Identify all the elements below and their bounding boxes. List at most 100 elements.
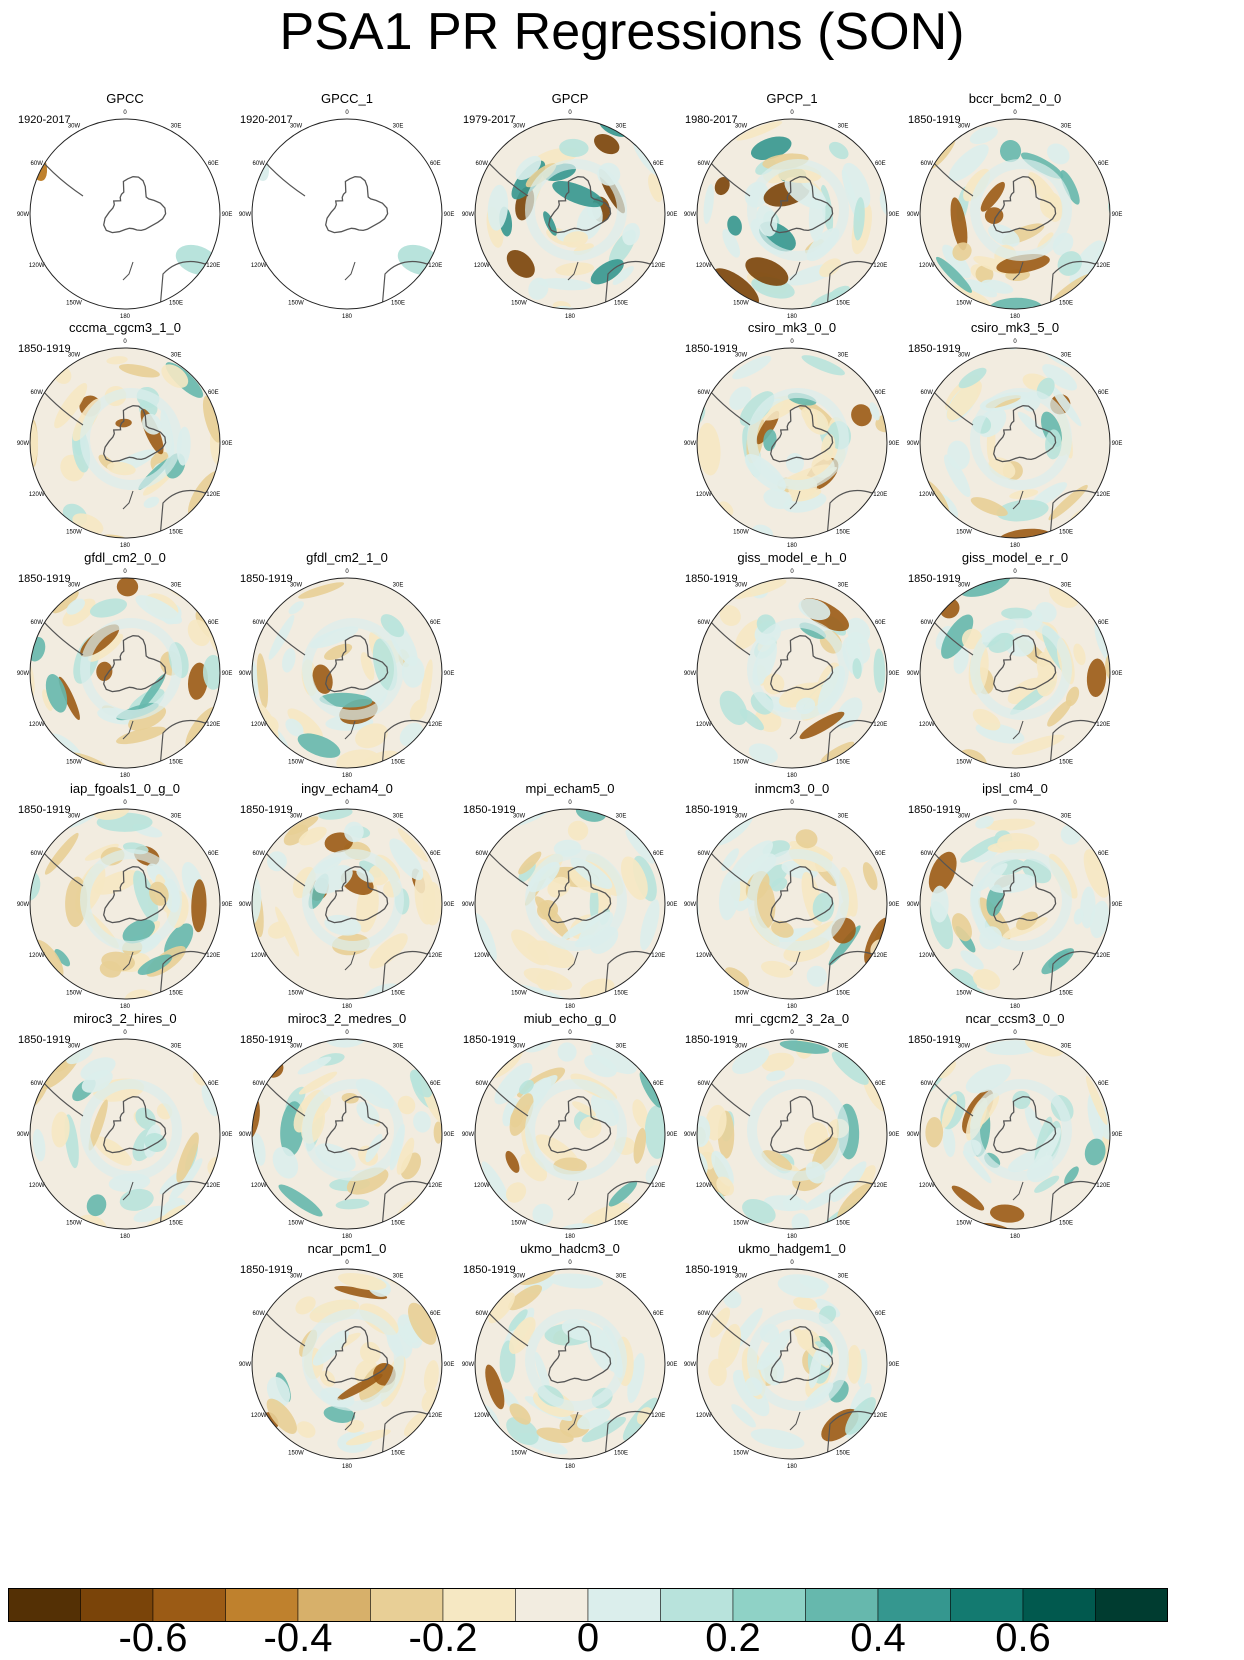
longitude-label: 60E: [430, 1081, 441, 1087]
antarctica-coastline: [548, 1096, 612, 1154]
longitude-label: 120E: [206, 492, 220, 498]
longitude-label: 90E: [222, 671, 233, 677]
longitude-label: 180: [342, 1234, 353, 1240]
longitude-label: 30E: [1061, 124, 1072, 130]
antarctica-coastline: [103, 1096, 167, 1154]
longitude-label: 120W: [29, 1183, 45, 1189]
panel-title: miroc3_2_hires_0: [73, 1011, 177, 1026]
polar-stereographic-map: 0 30E 60E 90E 120E 150E 180 150W 120W 90W 60W 30W: [907, 569, 1123, 779]
longitude-label: 180: [787, 1234, 798, 1240]
longitude-label: 30E: [1061, 583, 1072, 589]
longitude-label: 60E: [430, 851, 441, 857]
antarctica-coastline: [993, 176, 1057, 234]
panel-period: 1850-1919: [18, 343, 71, 355]
longitude-label: 180: [120, 1004, 131, 1010]
panel-title: GPCC_1: [320, 91, 374, 106]
longitude-label: 150W: [733, 1450, 749, 1456]
longitude-label: 150E: [836, 759, 850, 765]
colorbar-tick-label: -0.4: [263, 1616, 333, 1660]
longitude-label: 30E: [171, 583, 182, 589]
longitude-label: 60E: [208, 851, 219, 857]
map-panel: ingv_echam4_0 0 30E 60E 90E 120E 150E 180 150W 12…: [229, 781, 465, 1011]
colorbar-swatch: [805, 1588, 879, 1622]
longitude-label: 30E: [616, 1274, 627, 1280]
panel-period: 1850-1919: [908, 343, 961, 355]
polar-stereographic-map: 0 30E 60E 90E 120E 150E 180 150W 120W 90W 60W 30W: [17, 1030, 233, 1240]
longitude-label: 30E: [171, 814, 182, 820]
longitude-label: 60W: [921, 620, 934, 626]
longitude-label: 90W: [907, 671, 920, 677]
longitude-label: 150W: [733, 759, 749, 765]
longitude-label: 90E: [222, 902, 233, 908]
longitude-label: 60W: [31, 161, 44, 167]
longitude-label: 120E: [651, 263, 665, 269]
longitude-label: 150W: [288, 759, 304, 765]
longitude-label: 60E: [875, 1081, 886, 1087]
panel-period: 1920-2017: [240, 114, 293, 126]
longitude-label: 0: [1013, 1030, 1017, 1036]
longitude-label: 30E: [616, 124, 627, 130]
polar-stereographic-map: 0 30E 60E 90E 120E 150E 180 150W 120W 90W 60W 30W: [17, 110, 233, 320]
map-panel: miroc3_2_hires_0 0 30E 60E 90E 120E 150E 180 150…: [7, 1011, 243, 1241]
polar-stereographic-map: 0 30E 60E 90E 120E 150E 180 150W 120W 90W 60W 30W: [684, 800, 900, 1010]
longitude-label: 120E: [651, 1183, 665, 1189]
longitude-label: 90E: [444, 671, 455, 677]
map-panel: gfdl_cm2_0_0 0 30E 60E 90E 120E 150E 180 150W 120…: [7, 551, 243, 780]
antarctica-coastline: [325, 635, 389, 693]
polar-stereographic-map: 0 30E 60E 90E 120E 150E 180 150W 120W 90W 60W 30W: [684, 1030, 900, 1240]
longitude-label: 120W: [474, 1413, 490, 1419]
longitude-label: 120E: [428, 722, 442, 728]
longitude-label: 30E: [393, 814, 404, 820]
longitude-label: 90W: [17, 902, 30, 908]
panel-title: ingv_echam4_0: [301, 781, 393, 796]
panel-title: ncar_ccsm3_0_0: [965, 1011, 1065, 1026]
panel-period: 1850-1919: [908, 1034, 961, 1046]
polar-stereographic-map: 0 30E 60E 90E 120E 150E 180 150W 120W 90W 60W 30W: [462, 800, 678, 1010]
longitude-label: 30W: [958, 124, 971, 130]
map-boundary: [251, 118, 443, 310]
longitude-label: 90W: [684, 1132, 697, 1138]
antarctica-coastline: [770, 635, 834, 693]
longitude-label: 120E: [428, 1413, 442, 1419]
longitude-label: 30E: [616, 1044, 627, 1050]
longitude-label: 30W: [958, 1044, 971, 1050]
map-boundary: [696, 118, 888, 310]
map-boundary: [919, 118, 1111, 310]
longitude-label: 150E: [1059, 1220, 1073, 1226]
longitude-label: 180: [565, 314, 576, 320]
map-panel: ukmo_hadgem1_0 0 30E 60E 90E 120E 150E 180 150W 1…: [674, 1242, 910, 1471]
longitude-label: 180: [1010, 1004, 1021, 1010]
longitude-label: 90W: [684, 671, 697, 677]
longitude-label: 90W: [17, 441, 30, 447]
colorbar-tick-label: 0.6: [995, 1616, 1051, 1660]
longitude-label: 60W: [476, 161, 489, 167]
longitude-label: 30W: [513, 1274, 526, 1280]
longitude-label: 90E: [444, 1362, 455, 1368]
longitude-label: 60E: [430, 1311, 441, 1317]
longitude-label: 30W: [735, 1274, 748, 1280]
longitude-label: 60E: [208, 1081, 219, 1087]
longitude-label: 150E: [1059, 759, 1073, 765]
map-boundary: [29, 118, 221, 310]
panel-title: mri_cgcm2_3_2a_0: [734, 1011, 850, 1026]
longitude-label: 150E: [836, 300, 850, 306]
colorbar-swatch: [297, 1588, 371, 1622]
longitude-label: 90E: [222, 212, 233, 218]
antarctica-coastline: [548, 176, 612, 234]
longitude-label: 60W: [253, 161, 266, 167]
map-panel: gfdl_cm2_1_0 0 30E 60E 90E 120E 150E 180 150W 120…: [229, 551, 465, 780]
longitude-label: 180: [342, 1004, 353, 1010]
longitude-label: 60W: [698, 620, 711, 626]
longitude-label: 90E: [667, 1132, 678, 1138]
longitude-label: 30E: [838, 1274, 849, 1280]
longitude-label: 30W: [290, 124, 303, 130]
longitude-label: 0: [790, 1260, 794, 1266]
longitude-label: 90E: [1112, 902, 1123, 908]
longitude-label: 90W: [462, 1132, 475, 1138]
longitude-label: 90W: [684, 441, 697, 447]
map-panel: giss_model_e_h_0 0 30E 60E 90E 120E 150E 180 150…: [674, 551, 910, 780]
panel-title: giss_model_e_r_0: [961, 550, 1069, 565]
longitude-label: 30E: [838, 583, 849, 589]
polar-stereographic-map: 0 30E 60E 90E 120E 150E 180 150W 120W 90W 60W 30W: [684, 339, 900, 549]
polar-stereographic-map: 0 30E 60E 90E 120E 150E 180 150W 120W 90W 60W 30W: [17, 339, 233, 549]
